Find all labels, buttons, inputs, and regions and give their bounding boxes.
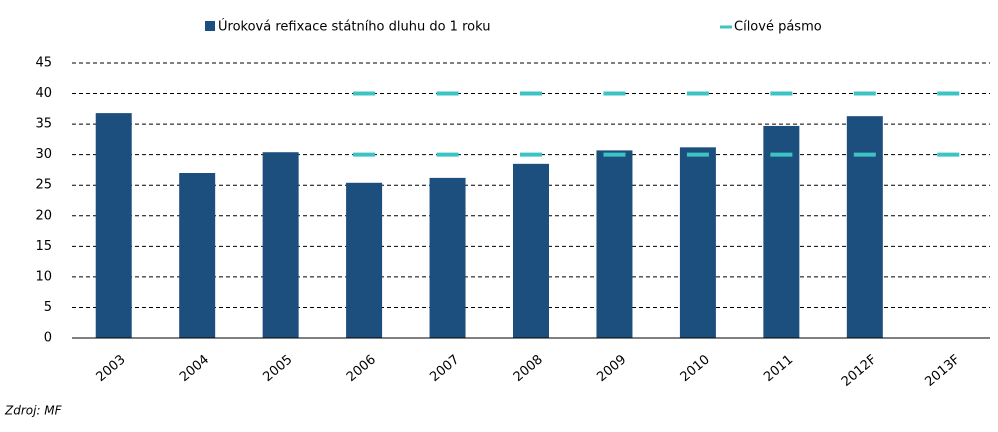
- y-tick-label: 10: [35, 269, 52, 284]
- bar: [346, 182, 383, 338]
- x-tick-label: 2011: [761, 352, 796, 385]
- bar: [429, 177, 466, 338]
- bar: [846, 116, 883, 339]
- y-tick-label: 20: [35, 208, 52, 223]
- bar: [262, 152, 299, 338]
- bar: [679, 147, 716, 338]
- bar: [513, 163, 549, 338]
- x-tick-label: 2010: [678, 352, 713, 385]
- bar: [763, 125, 800, 338]
- x-tick-label: 2012F: [839, 352, 880, 390]
- y-tick-label: 5: [44, 300, 52, 315]
- x-tick-label: 2005: [260, 352, 295, 385]
- x-tick-label: 2006: [344, 352, 379, 385]
- legend-swatch: [205, 21, 215, 31]
- x-tick-label: 2008: [511, 352, 546, 385]
- y-tick-label: 30: [35, 147, 52, 162]
- y-tick-label: 25: [35, 178, 52, 193]
- bar: [179, 173, 216, 338]
- x-tick-label: 2009: [594, 352, 629, 385]
- x-tick-label: 2007: [427, 352, 462, 385]
- legend-label: Cílové pásmo: [734, 20, 822, 35]
- y-tick-label: 35: [35, 117, 52, 132]
- x-tick-label: 2003: [94, 352, 129, 385]
- x-tick-label: 2013F: [922, 352, 963, 390]
- y-tick-label: 0: [44, 331, 52, 346]
- x-tick-label: 2004: [177, 352, 212, 385]
- y-tick-label: 40: [35, 86, 52, 101]
- y-tick-label: 45: [35, 56, 52, 71]
- source-note: Zdroj: MF: [4, 404, 63, 418]
- y-tick-label: 15: [35, 239, 52, 254]
- bar: [95, 113, 132, 338]
- legend-label: Úroková refixace státního dluhu do 1 rok…: [218, 19, 490, 35]
- bar: [596, 150, 633, 338]
